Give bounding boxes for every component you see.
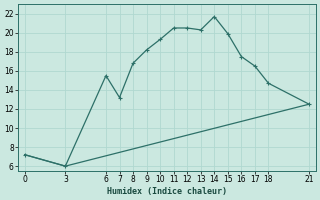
X-axis label: Humidex (Indice chaleur): Humidex (Indice chaleur) xyxy=(107,187,227,196)
